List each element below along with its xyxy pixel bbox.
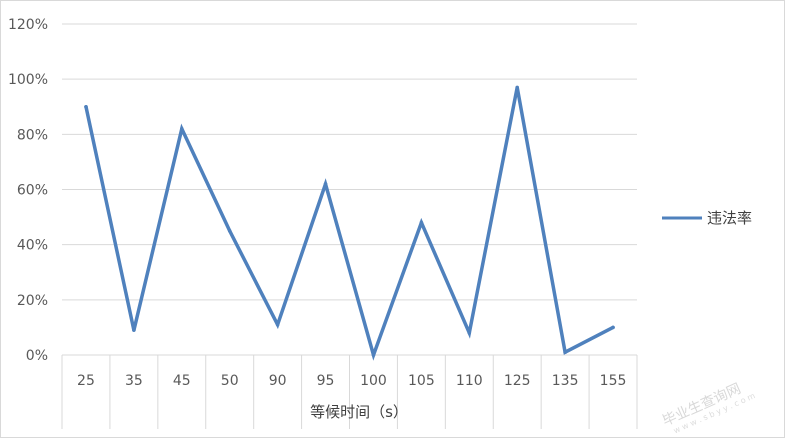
data-point [371,353,376,357]
legend-label: 违法率 [707,209,752,227]
y-axis-ticks: 0% 20% 40% 60% 80% 100% 120% [8,17,48,364]
data-point [515,85,520,90]
y-tick-label: 60% [17,183,48,199]
data-point [563,350,567,355]
y-tick-label: 80% [17,127,48,143]
data-point [419,220,424,225]
legend: 违法率 [662,209,752,227]
x-tick-label: 110 [456,373,483,389]
y-tick-label: 120% [8,17,48,33]
x-tick-label: 45 [173,373,191,389]
data-point [227,229,232,233]
data-point [84,104,88,109]
x-tick-label: 95 [317,373,335,389]
x-tick-label: 105 [408,373,435,389]
y-tick-label: 20% [17,293,48,309]
x-tick-label: 135 [552,373,579,389]
data-point [467,331,472,335]
x-tick-label: 125 [504,373,531,389]
gridlines [62,23,637,356]
watermark: 毕业生查询网 w w w . s b y y . c o m [660,381,757,436]
x-axis-title: 等候时间（s） [310,403,408,421]
series-line [84,87,615,361]
x-axis: 25 35 45 50 90 95 100 105 110 125 135 155 [61,355,638,429]
y-tick-label: 0% [26,348,48,364]
data-point [323,182,328,186]
x-tick-label: 25 [77,373,95,389]
y-tick-label: 100% [8,72,48,88]
data-point [611,325,615,330]
data-point [275,322,280,327]
x-tick-label: 50 [221,373,239,389]
x-tick-label: 90 [269,373,287,389]
data-point [132,328,136,332]
x-tick-label: 35 [125,373,143,389]
y-tick-label: 40% [17,238,48,254]
series-layer [84,85,615,361]
data-point [179,127,184,131]
x-tick-label: 100 [360,373,387,389]
x-tick-label: 155 [600,373,627,389]
